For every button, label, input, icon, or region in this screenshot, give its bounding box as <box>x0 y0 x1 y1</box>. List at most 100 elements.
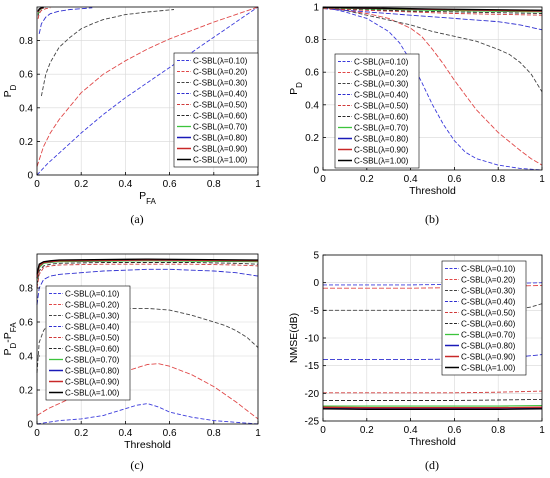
legend-label: C-SBL(λ=0.70) <box>65 356 120 365</box>
y-tick-label: -5 <box>310 306 319 317</box>
series-line-d-10 <box>322 408 543 411</box>
x-tick-label: 0 <box>320 174 326 185</box>
legend-b: C-SBL(λ=0.10) C-SBL(λ=0.20) C-SBL(λ=0.30) C… <box>334 53 420 169</box>
axes-frame-c <box>36 253 259 425</box>
chart-c-svg: 0 0.2 0.4 0.6 0.8 1 0 0.2 0.4 0.6 0.8 Threshold PD-P… <box>2 253 261 451</box>
legend-label: C-SBL(λ=0.30) <box>65 312 120 321</box>
series-line-c-1 <box>36 403 259 425</box>
caption-c: (c) <box>130 458 144 472</box>
legend-label: C-SBL(λ=0.30) <box>193 79 248 88</box>
series-line-b-10 <box>322 6 543 11</box>
series-line-d-1 <box>323 282 543 286</box>
chart-b-svg: 0 0.2 0.4 0.6 0.8 1 0 0.2 0.4 0.6 0.8 1 Threshold PD C… <box>288 3 545 198</box>
y-tick-label: 0.4 <box>305 100 319 111</box>
legend-label: C-SBL(λ=0.70) <box>193 123 248 132</box>
x-tick-label: 0.8 <box>207 179 221 190</box>
series-line-d-7 <box>323 404 543 407</box>
x-tick-label: 0.4 <box>118 428 132 439</box>
legend-a: C-SBL(λ=0.10) C-SBL(λ=0.20) C-SBL(λ=0.30) C… <box>173 52 259 168</box>
legend-label: C-SBL(λ=0.80) <box>354 135 409 144</box>
x-tick-label: 0.4 <box>118 179 132 190</box>
legend-label: C-SBL(λ=0.90) <box>354 146 409 155</box>
panel-c: 0 0.2 0.4 0.6 0.8 1 0 0.2 0.4 0.6 0.8 Threshold PD-P… <box>0 239 275 478</box>
y-tick-label: -20 <box>305 389 320 400</box>
x-axis-label-a: PFA <box>139 190 156 206</box>
legend-label: C-SBL(λ=0.90) <box>65 378 120 387</box>
y-axis-label-b: PD <box>288 82 304 95</box>
series-line-d-6 <box>323 398 543 401</box>
legend-label: C-SBL(λ=0.80) <box>461 342 516 351</box>
y-tick-label: 1 <box>313 3 319 14</box>
y-axis-label-a: PD <box>2 84 18 97</box>
series-line-a-1 <box>36 6 259 176</box>
legend-label: C-SBL(λ=0.60) <box>354 113 409 122</box>
series-line-a-5 <box>37 7 51 19</box>
legend-label: C-SBL(λ=0.20) <box>461 276 516 285</box>
series-line-b-5 <box>322 8 543 16</box>
legend-label: C-SBL(λ=0.80) <box>193 134 248 143</box>
y-tick-label: 0 <box>27 171 33 182</box>
legend-label: C-SBL(λ=0.10) <box>354 58 409 67</box>
x-tick-label: 0 <box>34 428 40 439</box>
x-tick-label: 0.2 <box>360 425 374 436</box>
legend-label: C-SBL(λ=0.30) <box>461 287 516 296</box>
y-tick-label: 0.8 <box>19 284 33 295</box>
panel-a: 0 0.2 0.4 0.6 0.8 1 0 0.2 0.4 0.6 0.8 PFA PD C-SBL(λ=… <box>0 0 275 239</box>
legend-label: C-SBL(λ=0.40) <box>354 91 409 100</box>
legend-label: C-SBL(λ=0.60) <box>461 320 516 329</box>
panel-d: 0 0.2 0.4 0.6 0.8 1 -25 -20 -15 -10 -5 0 5 Threshold N… <box>275 239 550 478</box>
legend-c: C-SBL(λ=0.10) C-SBL(λ=0.20) C-SBL(λ=0.30) C… <box>45 285 131 401</box>
x-axis-label-b: Threshold <box>409 185 456 197</box>
legend-label: C-SBL(λ=1.00) <box>461 364 516 373</box>
legend-label: C-SBL(λ=0.60) <box>65 345 120 354</box>
legend-label: C-SBL(λ=0.10) <box>461 265 516 274</box>
legend-d: C-SBL(λ=0.10) C-SBL(λ=0.20) C-SBL(λ=0.30) C… <box>441 260 527 376</box>
series-line-d-5 <box>323 390 543 394</box>
legend-label: C-SBL(λ=0.50) <box>65 334 120 343</box>
legend-label: C-SBL(λ=0.40) <box>461 298 516 307</box>
x-tick-label: 0.8 <box>491 174 505 185</box>
series-line-c-10 <box>36 258 259 275</box>
series-line-c-4 <box>36 268 259 306</box>
y-tick-label: 0 <box>313 166 319 177</box>
legend-label: C-SBL(λ=0.90) <box>461 353 516 362</box>
x-tick-label: 0.6 <box>163 179 177 190</box>
legend-label: C-SBL(λ=0.50) <box>193 101 248 110</box>
legend-label: C-SBL(λ=0.50) <box>354 102 409 111</box>
caption-d: (d) <box>425 458 439 472</box>
y-tick-label: 0 <box>313 278 319 289</box>
x-tick-label: 1 <box>255 428 261 439</box>
legend-label: C-SBL(λ=0.50) <box>461 309 516 318</box>
legend-label: C-SBL(λ=0.20) <box>193 68 248 77</box>
y-tick-label: -25 <box>305 417 320 428</box>
x-tick-label: 0.6 <box>163 428 177 439</box>
y-tick-label: 0.8 <box>19 36 33 47</box>
series-line-a-2 <box>36 6 259 167</box>
x-tick-label: 0.8 <box>491 425 505 436</box>
x-axis-label-d: Threshold <box>409 436 456 448</box>
legend-label: C-SBL(λ=0.80) <box>65 367 120 376</box>
x-tick-label: 1 <box>255 179 261 190</box>
x-tick-label: 1 <box>539 174 545 185</box>
x-tick-label: 0.2 <box>360 174 374 185</box>
x-tick-label: 0 <box>34 179 40 190</box>
y-tick-label: 0.6 <box>305 68 319 79</box>
series-line-a-10 <box>37 6 44 12</box>
legend-label: C-SBL(λ=0.40) <box>65 323 120 332</box>
x-tick-label: 0.8 <box>207 428 221 439</box>
series-line-a-3 <box>40 9 175 97</box>
x-tick-label: 0.4 <box>404 425 418 436</box>
legend-label: C-SBL(λ=0.70) <box>354 124 409 133</box>
y-tick-label: 0 <box>27 420 33 431</box>
panel-b: 0 0.2 0.4 0.6 0.8 1 0 0.2 0.4 0.6 0.8 1 Threshold PD C… <box>275 0 550 239</box>
x-tick-label: 0 <box>320 425 326 436</box>
series-line-b-2 <box>322 6 543 166</box>
series-line-c-2 <box>36 363 259 420</box>
x-tick-label: 0.6 <box>447 174 461 185</box>
chart-a-svg: 0 0.2 0.4 0.6 0.8 1 0 0.2 0.4 0.6 0.8 PFA PD C-SBL(λ=… <box>2 6 261 206</box>
legend-label: C-SBL(λ=1.00) <box>354 157 409 166</box>
y-tick-label: 0.6 <box>19 318 33 329</box>
x-tick-label: 1 <box>539 425 545 436</box>
series-line-d-9 <box>322 406 543 409</box>
